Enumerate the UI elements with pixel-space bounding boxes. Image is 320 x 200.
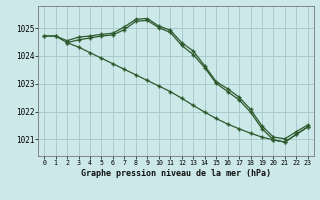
X-axis label: Graphe pression niveau de la mer (hPa): Graphe pression niveau de la mer (hPa)	[81, 169, 271, 178]
